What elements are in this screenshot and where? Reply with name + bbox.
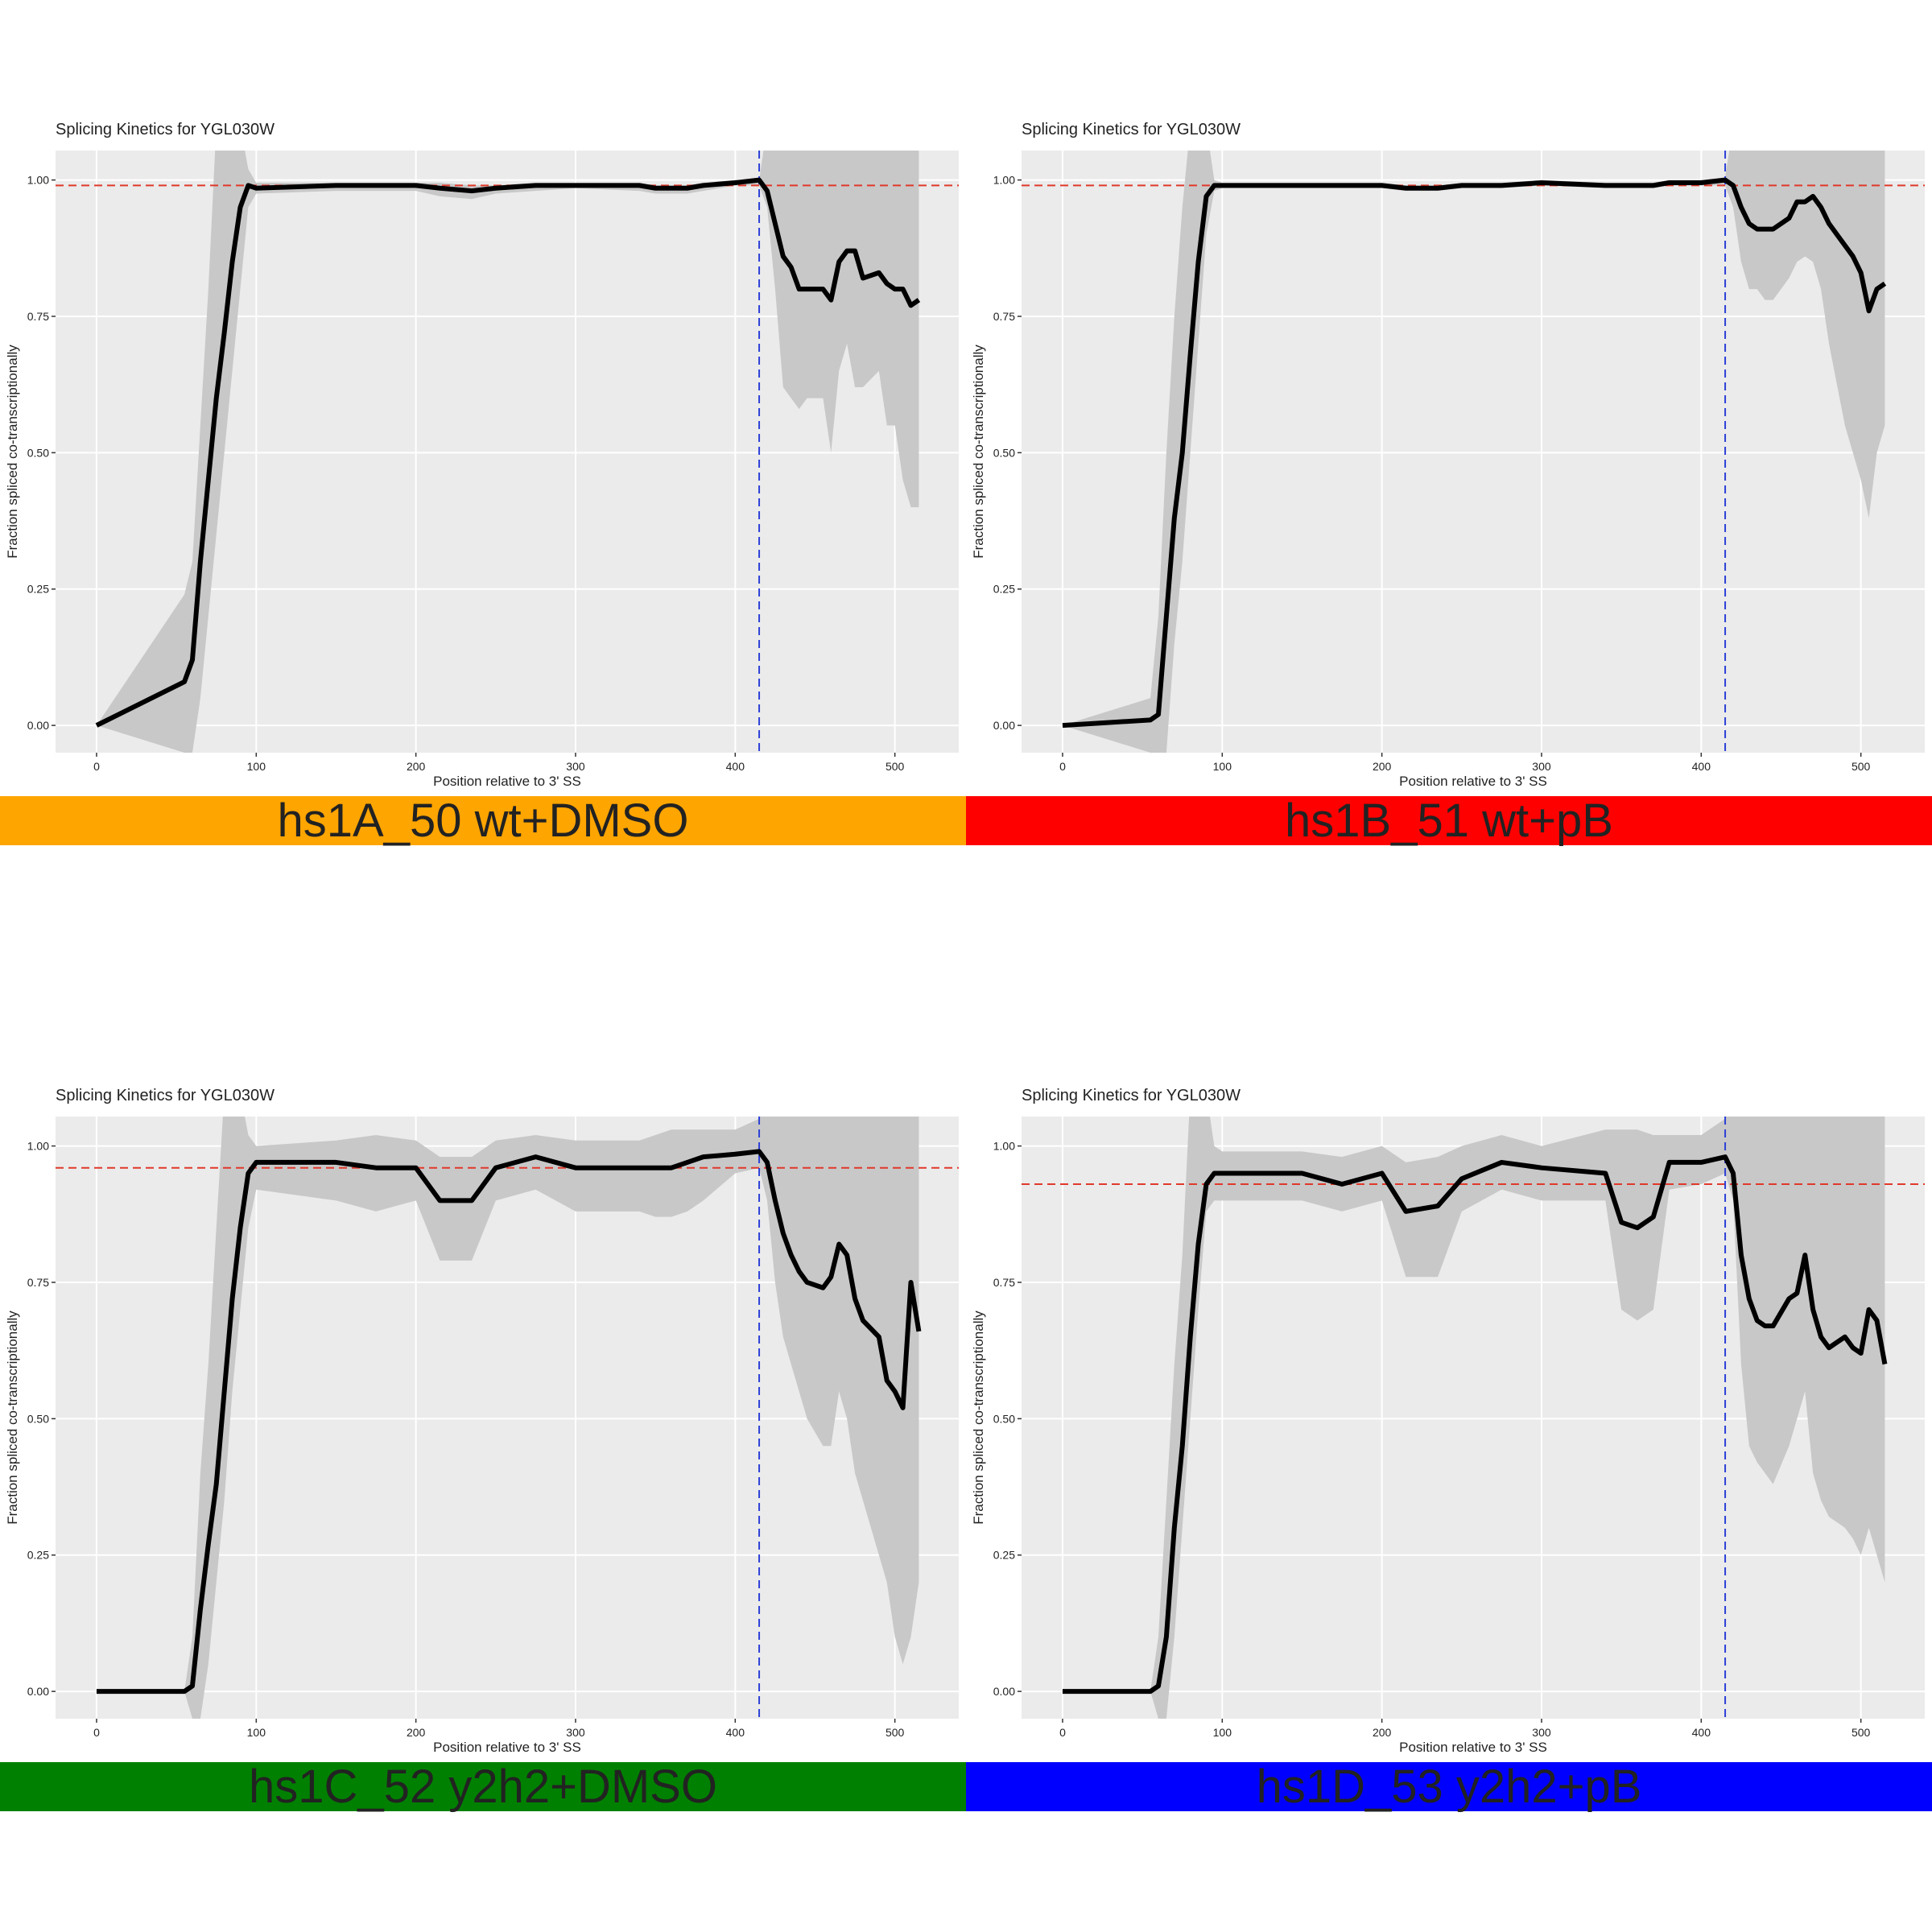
- plot-content: [56, 1117, 959, 1719]
- x-tick-label: 400: [1692, 760, 1711, 773]
- x-tick-label: 100: [1213, 760, 1232, 773]
- x-tick-label: 500: [1852, 760, 1871, 773]
- confidence-band: [96, 151, 919, 753]
- data-line: [95, 177, 921, 728]
- y-tick-label: 1.00: [993, 1140, 1015, 1153]
- y-tick-label: 0.00: [27, 1685, 49, 1698]
- x-tick-label: 0: [1059, 760, 1066, 773]
- x-tick-label: 400: [1692, 1726, 1711, 1739]
- banner-label: hs1A_50 wt+DMSO: [278, 795, 689, 847]
- y-axis-label: Fraction spliced co-transcriptionally: [971, 345, 986, 559]
- data-line: [1062, 177, 1887, 729]
- x-tick-label: 500: [1852, 1726, 1871, 1739]
- panel: Splicing Kinetics for YGL030W 0.00 0.25 0.5…: [0, 121, 966, 847]
- y-tick-label: 0.50: [993, 1412, 1015, 1425]
- y-tick-label: 0.75: [27, 1276, 49, 1289]
- x-tick-label: 100: [247, 1726, 266, 1739]
- banner: [966, 1762, 1932, 1811]
- y-axis-label: Fraction spliced co-transcriptionally: [971, 1311, 986, 1525]
- x-tick-label: 300: [566, 1726, 585, 1739]
- banner: [966, 796, 1932, 845]
- y-tick-label: 0.25: [993, 1549, 1015, 1562]
- confidence-band: [1062, 151, 1885, 753]
- y-tick-label: 1.00: [27, 174, 49, 187]
- x-tick-label: 300: [1532, 760, 1551, 773]
- y-tick-label: 0.00: [993, 1685, 1015, 1698]
- banner: [0, 1762, 966, 1811]
- banner: [0, 796, 966, 845]
- banner-label: hs1B_51 wt+pB: [1285, 795, 1613, 847]
- x-tick-label: 400: [726, 1726, 745, 1739]
- y-tick-label: 1.00: [993, 174, 1015, 187]
- x-tick-label: 300: [1532, 1726, 1551, 1739]
- chart-title: Splicing Kinetics for YGL030W: [56, 1087, 275, 1104]
- y-tick-label: 0.50: [993, 446, 1015, 459]
- data-line: [1062, 1154, 1888, 1695]
- y-tick-label: 0.50: [27, 1412, 49, 1425]
- y-tick-label: 0.25: [993, 583, 1015, 596]
- plot-content: [56, 151, 959, 753]
- x-tick-label: 200: [407, 1726, 426, 1739]
- y-tick-label: 0.25: [27, 1549, 49, 1562]
- x-tick-label: 200: [1373, 760, 1392, 773]
- x-axis-label: Position relative to 3' SS: [433, 1740, 581, 1755]
- y-tick-label: 1.00: [27, 1140, 49, 1153]
- chart-title: Splicing Kinetics for YGL030W: [1022, 121, 1241, 138]
- panel: Splicing Kinetics for YGL030W 0.00 0.25 0.5…: [0, 1087, 966, 1813]
- y-tick-label: 0.00: [993, 719, 1015, 732]
- y-tick-label: 0.75: [27, 310, 49, 323]
- x-tick-label: 300: [566, 760, 585, 773]
- x-tick-label: 400: [726, 760, 745, 773]
- x-tick-label: 500: [886, 760, 905, 773]
- y-tick-label: 0.00: [27, 719, 49, 732]
- y-tick-label: 0.25: [27, 583, 49, 596]
- x-axis-label: Position relative to 3' SS: [433, 774, 581, 789]
- y-tick-label: 0.75: [993, 310, 1015, 323]
- y-axis-label: Fraction spliced co-transcriptionally: [5, 1311, 20, 1525]
- banner-label: hs1C_52 y2h2+DMSO: [249, 1761, 717, 1813]
- x-tick-label: 0: [1059, 1726, 1066, 1739]
- plot-content: [1022, 151, 1925, 753]
- x-tick-label: 0: [93, 760, 100, 773]
- y-tick-label: 0.50: [27, 446, 49, 459]
- data-line: [96, 1149, 922, 1695]
- x-tick-label: 200: [407, 760, 426, 773]
- x-tick-label: 200: [1373, 1726, 1392, 1739]
- x-tick-label: 100: [1213, 1726, 1232, 1739]
- x-axis-label: Position relative to 3' SS: [1399, 1740, 1547, 1755]
- confidence-band: [1062, 1117, 1885, 1719]
- plot-content: [1022, 1117, 1925, 1719]
- panel: Splicing Kinetics for YGL030W 0.00 0.25 0.5…: [966, 1087, 1932, 1813]
- x-tick-label: 100: [247, 760, 266, 773]
- x-tick-label: 500: [886, 1726, 905, 1739]
- chart-title: Splicing Kinetics for YGL030W: [1022, 1087, 1241, 1104]
- confidence-band: [96, 1117, 919, 1719]
- x-axis-label: Position relative to 3' SS: [1399, 774, 1547, 789]
- panel: Splicing Kinetics for YGL030W 0.00 0.25 0.5…: [966, 121, 1932, 847]
- y-tick-label: 0.75: [993, 1276, 1015, 1289]
- chart-title: Splicing Kinetics for YGL030W: [56, 121, 275, 138]
- y-axis-label: Fraction spliced co-transcriptionally: [5, 345, 20, 559]
- banner-label: hs1D_53 y2h2+pB: [1257, 1761, 1642, 1813]
- x-tick-label: 0: [93, 1726, 100, 1739]
